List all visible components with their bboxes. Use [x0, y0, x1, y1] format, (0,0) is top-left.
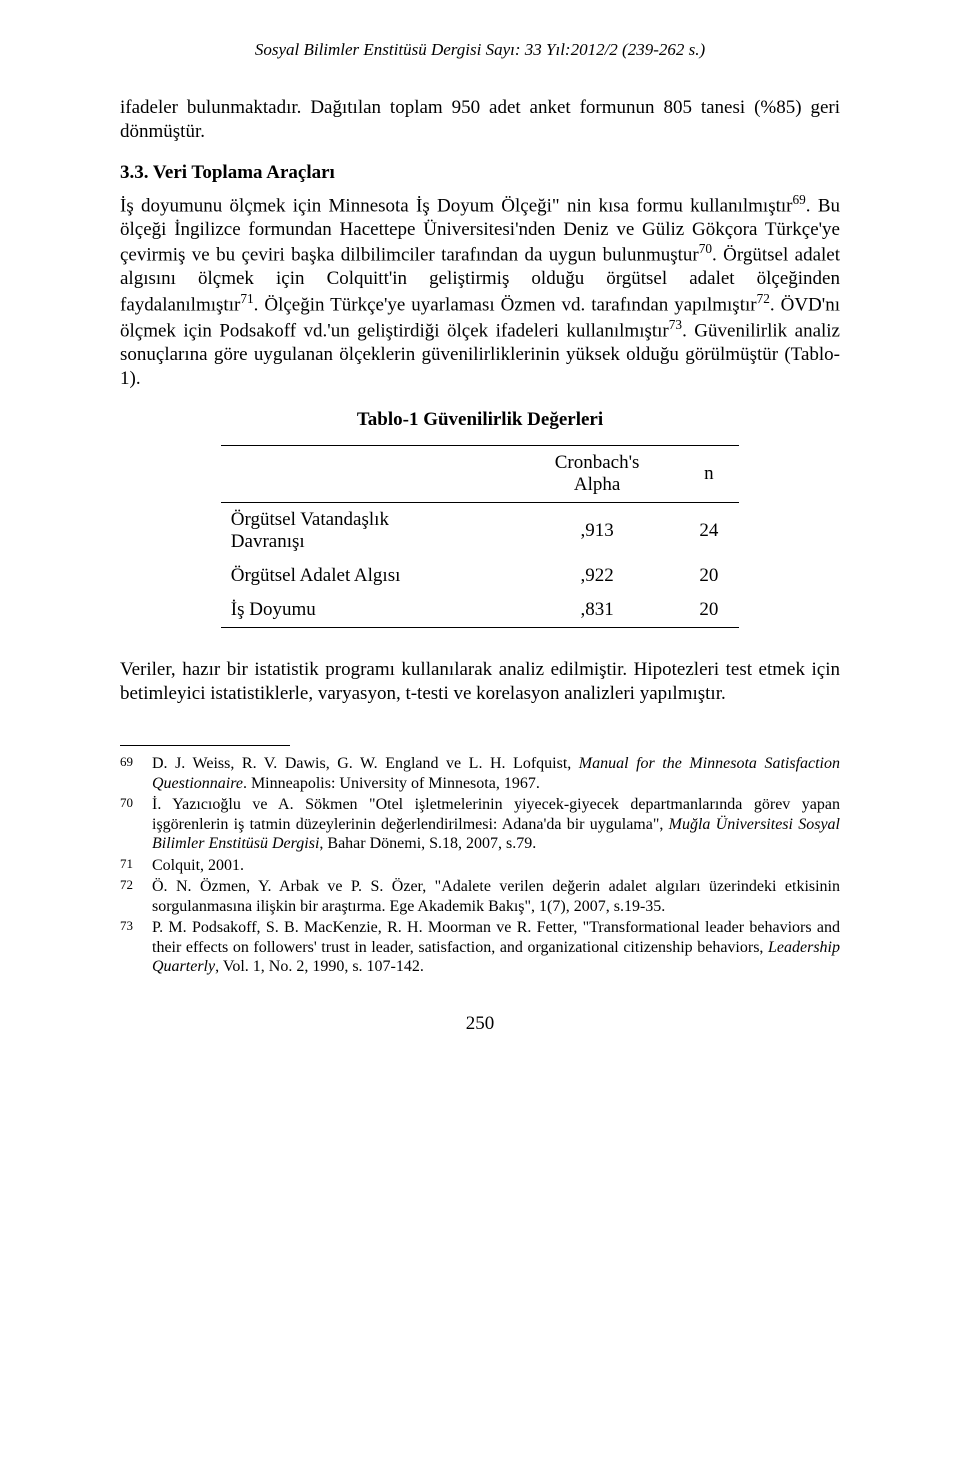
td-alpha: ,922: [516, 559, 679, 593]
td-n: 24: [679, 502, 740, 559]
table-row: Örgütsel Vatandaşlık Davranışı ,913 24: [221, 502, 739, 559]
fnref-73: 73: [669, 317, 682, 332]
td-n: 20: [679, 593, 740, 628]
fn-num: 70: [120, 795, 142, 854]
table-title: Tablo-1 Güvenilirlik Değerleri: [120, 409, 840, 431]
th-alpha: Cronbach's Alpha: [516, 445, 679, 502]
fn-plain: Colquit, 2001.: [152, 857, 244, 874]
td-n: 20: [679, 559, 740, 593]
fn-text: P. M. Podsakoff, S. B. MacKenzie, R. H. …: [152, 918, 840, 977]
page: Sosyal Bilimler Enstitüsü Dergisi Sayı: …: [0, 0, 960, 1482]
page-number: 250: [120, 1013, 840, 1035]
td-label: İş Doyumu: [221, 593, 516, 628]
th-n: n: [679, 445, 740, 502]
fnref-69: 69: [793, 192, 806, 207]
td-label: Örgütsel Adalet Algısı: [221, 559, 516, 593]
footnote-71: 71 Colquit, 2001.: [120, 856, 840, 876]
fnref-72: 72: [757, 291, 770, 306]
footnote-separator: [120, 745, 290, 746]
fn-text: İ. Yazıcıoğlu ve A. Sökmen "Otel işletme…: [152, 795, 840, 854]
paragraph-3: Veriler, hazır bir istatistik programı k…: [120, 658, 840, 706]
th-alpha-line1: Cronbach's: [555, 452, 640, 473]
td-alpha: ,913: [516, 502, 679, 559]
fn-plain: D. J. Weiss, R. V. Dawis, G. W. England …: [152, 755, 579, 772]
paragraph-2: İş doyumunu ölçmek için Minnesota İş Doy…: [120, 192, 840, 391]
table-header-row: Cronbach's Alpha n: [221, 445, 739, 502]
fn-plain2: , Bahar Dönemi, S.18, 2007, s.79.: [319, 835, 536, 852]
fn-plain: Ö. N. Özmen, Y. Arbak ve P. S. Özer, "Ad…: [152, 878, 840, 915]
fn-plain: P. M. Podsakoff, S. B. MacKenzie, R. H. …: [152, 919, 840, 956]
fnref-70: 70: [699, 241, 712, 256]
footnote-73: 73 P. M. Podsakoff, S. B. MacKenzie, R. …: [120, 918, 840, 977]
table-row: Örgütsel Adalet Algısı ,922 20: [221, 559, 739, 593]
p2-t4: . Ölçeğin Türkçe'ye uyarlaması Özmen vd.…: [254, 294, 757, 315]
footnote-69: 69 D. J. Weiss, R. V. Dawis, G. W. Engla…: [120, 754, 840, 793]
td-label-l2: Davranışı: [231, 531, 305, 552]
footnote-70: 70 İ. Yazıcıoğlu ve A. Sökmen "Otel işle…: [120, 795, 840, 854]
th-empty: [221, 445, 516, 502]
fn-plain2: . Minneapolis: University of Minnesota, …: [243, 775, 540, 792]
reliability-table: Cronbach's Alpha n Örgütsel Vatandaşlık …: [221, 445, 739, 628]
p2-t1: İş doyumunu ölçmek için Minnesota İş Doy…: [120, 195, 793, 216]
fn-num: 71: [120, 856, 142, 876]
fn-num: 72: [120, 877, 142, 916]
section-heading: 3.3. Veri Toplama Araçları: [120, 162, 840, 184]
running-header: Sosyal Bilimler Enstitüsü Dergisi Sayı: …: [120, 40, 840, 60]
td-label: Örgütsel Vatandaşlık Davranışı: [221, 502, 516, 559]
paragraph-1: ifadeler bulunmaktadır. Dağıtılan toplam…: [120, 96, 840, 144]
fn-num: 73: [120, 918, 142, 977]
th-alpha-line2: Alpha: [574, 474, 620, 495]
fnref-71: 71: [240, 291, 253, 306]
fn-plain2: , Vol. 1, No. 2, 1990, s. 107-142.: [215, 958, 424, 975]
fn-num: 69: [120, 754, 142, 793]
fn-text: Colquit, 2001.: [152, 856, 840, 876]
footnotes: 69 D. J. Weiss, R. V. Dawis, G. W. Engla…: [120, 754, 840, 977]
footnote-72: 72 Ö. N. Özmen, Y. Arbak ve P. S. Özer, …: [120, 877, 840, 916]
fn-text: D. J. Weiss, R. V. Dawis, G. W. England …: [152, 754, 840, 793]
td-label-l1: Örgütsel Vatandaşlık: [231, 509, 389, 530]
fn-text: Ö. N. Özmen, Y. Arbak ve P. S. Özer, "Ad…: [152, 877, 840, 916]
table-row: İş Doyumu ,831 20: [221, 593, 739, 628]
td-alpha: ,831: [516, 593, 679, 628]
